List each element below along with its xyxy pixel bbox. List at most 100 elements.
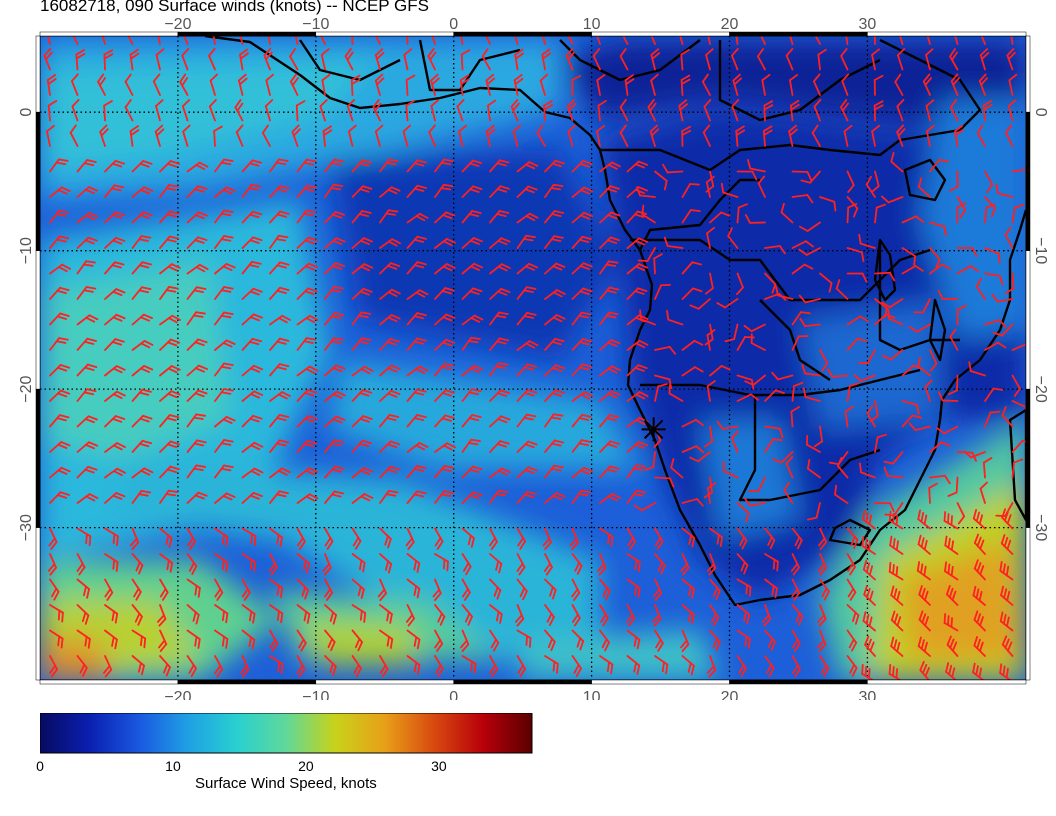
wind-barb <box>624 74 635 96</box>
wind-barb <box>566 99 577 122</box>
wind-barb <box>104 261 125 275</box>
wind-barb <box>732 73 742 96</box>
wind-barb <box>883 451 904 465</box>
wind-barb <box>928 482 938 504</box>
wind-barb <box>565 36 574 45</box>
wind-barb <box>544 492 566 504</box>
wind-barb <box>681 125 692 147</box>
wind-barb <box>379 314 401 326</box>
wind-barb <box>798 221 821 232</box>
wind-barb <box>351 553 366 573</box>
wind-barb <box>157 604 167 627</box>
wind-barb <box>379 364 401 377</box>
wind-barb <box>241 260 262 275</box>
wind-barb <box>681 527 696 548</box>
wind-barb <box>791 629 801 652</box>
wind-barb <box>716 420 739 430</box>
wind-barb <box>571 160 593 173</box>
lon-tick-label-bottom: 10 <box>583 689 601 700</box>
wind-barb <box>571 186 594 198</box>
wind-barb <box>179 73 189 96</box>
wind-barb <box>319 99 328 122</box>
wind-barb <box>954 125 964 147</box>
wind-barb <box>801 364 821 377</box>
wind-barb <box>461 553 472 576</box>
wind-barb <box>736 170 758 181</box>
wind-barb <box>296 287 318 300</box>
wind-barb <box>241 364 264 377</box>
wind-barb <box>186 211 208 224</box>
wind-barb <box>214 235 234 249</box>
wind-barb <box>544 655 559 674</box>
wind-barb <box>735 125 746 147</box>
wind-barb <box>124 36 134 45</box>
wind-barb <box>76 441 99 453</box>
wind-barb <box>321 73 331 96</box>
wind-barb <box>1001 635 1014 657</box>
wind-barb <box>947 476 959 497</box>
wind-barb <box>296 527 306 550</box>
wind-barb <box>919 660 931 680</box>
wind-barb <box>214 464 234 479</box>
lon-tick-label-top: 10 <box>583 16 601 33</box>
wind-barb <box>379 655 389 678</box>
wind-barb <box>489 415 511 428</box>
wind-barb <box>379 209 399 224</box>
wind-barb <box>979 48 990 71</box>
frame-segment <box>1025 388 1031 528</box>
wind-barb <box>347 682 366 701</box>
frame-segment <box>35 111 41 251</box>
wind-barb <box>544 210 565 224</box>
wind-barb <box>681 445 705 453</box>
wind-barb <box>131 655 145 676</box>
wind-barb <box>702 124 711 147</box>
frame-segment <box>453 31 592 37</box>
wind-barb <box>379 158 399 173</box>
wind-barb <box>788 124 798 147</box>
wind-barb <box>571 311 592 326</box>
wind-barb <box>374 124 384 147</box>
wind-barb <box>956 304 967 326</box>
wind-barb <box>459 36 464 45</box>
wind-barb <box>406 388 427 402</box>
wind-barb <box>186 413 207 428</box>
wind-barb <box>999 663 1014 680</box>
wind-barb <box>159 440 181 453</box>
lon-tick-label-top: −10 <box>302 16 329 33</box>
wind-barb <box>379 490 399 504</box>
wind-barb <box>846 655 858 677</box>
wind-barb <box>626 527 636 550</box>
wind-barb <box>351 439 373 453</box>
wind-barb <box>599 311 619 326</box>
wind-barb <box>917 509 931 530</box>
wind-barb <box>434 604 446 626</box>
wind-barb <box>324 364 346 377</box>
wind-barb <box>516 490 538 504</box>
wind-barb <box>950 73 960 96</box>
wind-barb <box>599 527 614 547</box>
lat-tick-label-left: −10 <box>18 237 35 264</box>
wind-barb <box>516 234 536 249</box>
wind-barb <box>785 455 794 479</box>
frame-segment <box>177 31 317 37</box>
wind-barb <box>706 36 711 45</box>
wind-barb <box>846 170 855 194</box>
wind-barb <box>544 337 565 351</box>
wind-barb <box>571 338 593 351</box>
wind-barb <box>103 100 113 122</box>
wind-barb <box>873 36 876 45</box>
wind-barb <box>873 74 884 96</box>
wind-barb <box>736 393 759 402</box>
wind-barb <box>979 481 988 504</box>
wind-barb <box>890 636 904 657</box>
wind-barb <box>351 237 373 249</box>
wind-barb <box>461 438 481 453</box>
wind-barb <box>798 294 821 304</box>
wind-barb <box>324 604 337 625</box>
wind-barb <box>984 410 1001 428</box>
wind-barb <box>626 339 649 351</box>
wind-barb <box>863 585 876 606</box>
wind-barb <box>540 36 546 45</box>
wind-barb <box>379 238 401 249</box>
wind-barb <box>406 212 429 224</box>
